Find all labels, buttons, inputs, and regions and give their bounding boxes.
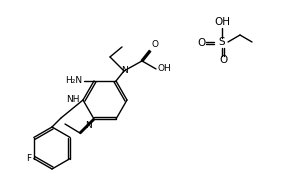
Text: S: S [219,37,225,47]
Text: O: O [219,55,227,65]
Text: F: F [26,154,31,163]
Text: OH: OH [214,17,230,27]
Text: NH: NH [67,96,80,105]
Text: O: O [152,40,159,49]
Text: H₂N: H₂N [65,76,82,86]
Text: N: N [85,121,92,130]
Text: OH: OH [158,64,172,74]
Text: N: N [121,66,127,75]
Text: O: O [198,38,206,48]
